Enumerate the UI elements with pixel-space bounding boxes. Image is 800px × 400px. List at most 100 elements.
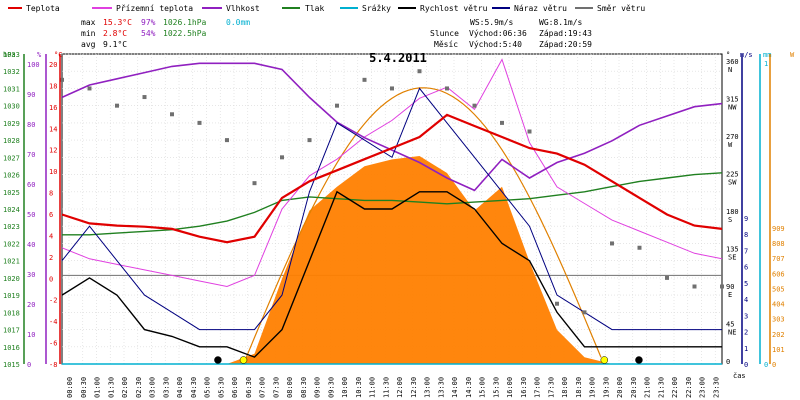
wind-direction-point — [665, 275, 669, 280]
x-tick-label: 20:30 — [630, 377, 638, 398]
info-wind-gust: WG:8.1m/s — [539, 18, 583, 27]
legend-label: Srážky — [362, 4, 391, 13]
dir-tick-label: 180 — [726, 208, 739, 216]
ms-tick-label: 6 — [744, 264, 748, 272]
info-moon-set: Západ:20:59 — [539, 40, 592, 49]
x-tick-label: 22:30 — [685, 377, 693, 398]
x-tick-label: 13:30 — [437, 377, 445, 398]
x-tick-label: 14:00 — [451, 377, 459, 398]
x-tick-label: 21:00 — [644, 377, 652, 398]
temp-tick-label: -8 — [49, 361, 57, 369]
stat-temp-min: 2.8°C — [103, 29, 127, 38]
x-tick-label: 10:00 — [341, 377, 349, 398]
x-tick-label: 09:00 — [314, 377, 322, 398]
x-tick-label: 13:00 — [424, 377, 432, 398]
wind-direction-point — [197, 120, 202, 125]
stat-temp-max: 15.3°C — [103, 18, 132, 27]
temp-tick-label: -4 — [49, 318, 57, 326]
hpa-tick-label: 1022 — [3, 240, 20, 248]
temp-tick-label: 18 — [49, 82, 57, 90]
axes: 00:00 00:30 01:00 01:30 02:00 02:30 03:00 03:30… — [3, 51, 795, 398]
stat-label-min: min — [81, 29, 96, 38]
legend-item-smer-vetru: Směr větru — [575, 4, 645, 13]
x-tick-label: 01:30 — [107, 377, 115, 398]
wind-direction-point — [335, 103, 339, 108]
x-tick-label: 07:00 — [259, 377, 267, 398]
dir-tick-cardinal: SW — [728, 179, 737, 187]
solar-max-curve — [242, 87, 602, 365]
wind-direction-point — [87, 86, 92, 91]
pct-tick-label: 40 — [27, 241, 35, 249]
pct-tick-label: 10 — [27, 331, 35, 339]
w-tick-label: 202 — [772, 331, 785, 339]
temp-tick-label: 20 — [49, 61, 57, 69]
pct-tick-label: 80 — [27, 121, 35, 129]
wind-direction-point — [362, 77, 367, 82]
x-tick-label: 17:30 — [547, 377, 555, 398]
moonset-marker — [635, 356, 643, 364]
ms-tick-label: 1 — [744, 345, 748, 353]
ms-tick-label: 2 — [744, 329, 748, 337]
temp-tick-label: 0 — [49, 275, 53, 283]
temp-tick-label: -6 — [49, 340, 57, 348]
stat-rain-max: 0.0mm — [226, 18, 250, 27]
hpa-tick-label: 1024 — [3, 206, 20, 214]
legend-label: Směr větru — [597, 4, 645, 13]
dir-tick-cardinal: NW — [728, 104, 737, 112]
info-wind-speed: WS:5.9m/s — [470, 18, 514, 27]
ms-tick-label: 8 — [744, 231, 748, 239]
wind-direction-point — [610, 241, 614, 246]
hpa-tick-label: 1019 — [3, 292, 20, 300]
temp-tick-label: 12 — [49, 147, 57, 155]
w-axis-unit: W — [790, 51, 795, 59]
wind-direction-point — [527, 129, 532, 134]
legend-label: Tlak — [305, 4, 324, 13]
info-moon-rise: Východ:5:40 — [469, 40, 522, 49]
sunrise-marker — [239, 356, 248, 364]
dir-tick-label: 270 — [726, 133, 739, 141]
chart-title: 5.4.2011 — [369, 51, 427, 65]
x-tick-label: 20:00 — [616, 377, 624, 398]
legend: Teplota Přízemní teplota Vlhkost Tlak Sr… — [8, 4, 645, 13]
wind-direction-point — [555, 301, 559, 306]
solar-area — [62, 87, 722, 365]
legend-label: Náraz větru — [514, 4, 567, 13]
hpa-tick-label: 1028 — [3, 137, 20, 145]
w-tick-label: 808 — [772, 240, 785, 248]
legend-item-tlak: Tlak — [282, 4, 324, 13]
hpa-tick-label: 1033 — [3, 51, 20, 59]
dir-tick-label: 90 — [726, 283, 734, 291]
dir-tick-cardinal: W — [728, 141, 733, 149]
x-tick-label: 14:30 — [465, 377, 473, 398]
wind-direction-point — [692, 284, 697, 289]
series-line-naraz-vetru — [61, 87, 722, 331]
wind-direction-point — [115, 103, 119, 108]
dir-tick-label: 360 — [726, 58, 739, 66]
w-tick-label: 101 — [772, 346, 785, 354]
stat-hum-min: 54% — [141, 29, 156, 38]
temp-tick-label: 4 — [49, 232, 53, 240]
hpa-tick-label: 1017 — [3, 327, 20, 335]
x-tick-label: 11:30 — [382, 377, 390, 398]
x-tick-label: 06:30 — [245, 377, 253, 398]
wind-direction-point — [307, 138, 312, 143]
info-sun-label: Slunce — [430, 29, 459, 38]
w-tick-label: 505 — [772, 285, 785, 293]
temp-tick-label: -2 — [49, 297, 57, 305]
ms-tick-label: 3 — [744, 312, 748, 320]
legend-item-naraz-vetru: Náraz větru — [492, 4, 567, 13]
hpa-tick-label: 1023 — [3, 223, 20, 231]
x-tick-label: 18:00 — [561, 377, 569, 398]
sunset-marker — [600, 356, 609, 364]
info-sun-set: Západ:19:43 — [539, 29, 592, 38]
temp-tick-label: 6 — [49, 211, 53, 219]
wind-direction-point — [252, 181, 257, 186]
series-line-prizemni-teplota — [61, 58, 723, 288]
x-tick-label: 16:00 — [506, 377, 514, 398]
wind-direction-point — [637, 245, 642, 250]
legend-item-vlhkost: Vlhkost — [202, 4, 260, 13]
x-tick-label: 15:00 — [479, 377, 487, 398]
wind-direction-point — [280, 155, 284, 160]
w-tick-label: 404 — [772, 301, 785, 309]
